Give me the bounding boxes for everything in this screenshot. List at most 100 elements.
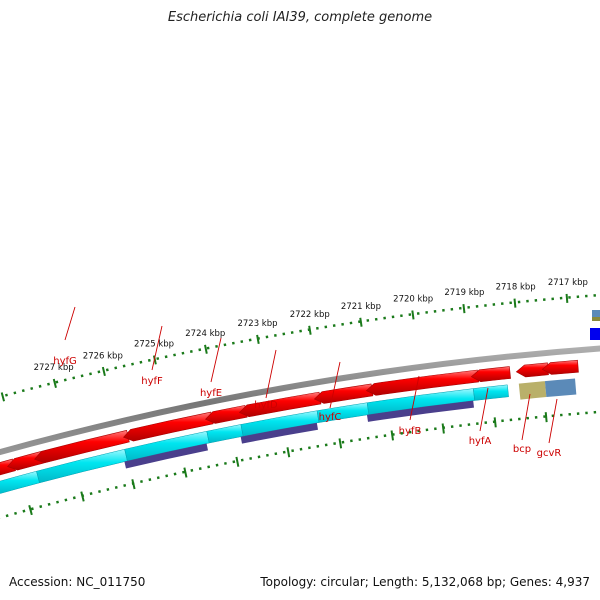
major-tick bbox=[204, 344, 208, 354]
kbp-label: 2724 kbp bbox=[185, 329, 225, 339]
minor-tick bbox=[190, 468, 194, 472]
gene-label: hyfC bbox=[319, 412, 342, 423]
minor-tick bbox=[156, 357, 160, 361]
gene-arrow bbox=[238, 391, 322, 418]
minor-tick bbox=[181, 351, 185, 355]
minor-tick bbox=[123, 483, 127, 487]
gene-arrow bbox=[204, 405, 248, 424]
gene-label: hyfD bbox=[254, 400, 278, 411]
feature-segment bbox=[124, 443, 208, 469]
gene-features bbox=[0, 310, 600, 494]
gene-label: hyfF bbox=[141, 376, 163, 387]
gene-leader-line bbox=[64, 306, 76, 341]
minor-tick bbox=[140, 480, 143, 484]
inner-tick-ring bbox=[0, 410, 597, 520]
gene-leader-line bbox=[548, 398, 558, 444]
minor-tick bbox=[4, 393, 8, 397]
minor-tick bbox=[165, 474, 169, 478]
edge-feature bbox=[590, 328, 600, 340]
kbp-label: 2726 kbp bbox=[83, 351, 123, 361]
minor-tick bbox=[14, 511, 18, 515]
kbp-label: 2719 kbp bbox=[444, 288, 484, 298]
kbp-label: 2723 kbp bbox=[237, 319, 277, 329]
major-tick bbox=[493, 417, 497, 428]
outer-tick-ring bbox=[0, 293, 596, 402]
minor-tick bbox=[207, 465, 211, 469]
minor-tick bbox=[72, 496, 76, 500]
minor-tick bbox=[13, 391, 17, 395]
minor-tick bbox=[47, 502, 51, 506]
gene-leader-line bbox=[479, 387, 489, 432]
cds-segment bbox=[473, 384, 509, 401]
gene-arrow bbox=[541, 359, 579, 375]
gene-arrow bbox=[34, 429, 130, 464]
minor-tick bbox=[105, 368, 109, 372]
minor-tick bbox=[122, 364, 126, 368]
major-tick bbox=[411, 310, 415, 320]
minor-tick bbox=[182, 470, 185, 474]
major-tick bbox=[513, 298, 517, 308]
cds-segment bbox=[206, 424, 244, 444]
gene-leader-line bbox=[409, 375, 420, 421]
kbp-label: 2718 kbp bbox=[496, 283, 536, 293]
gene-label: hyfB bbox=[399, 426, 422, 437]
minor-tick bbox=[164, 355, 168, 359]
minor-tick bbox=[21, 389, 25, 393]
minor-tick bbox=[56, 500, 59, 504]
gene-arrow bbox=[7, 451, 44, 471]
minor-tick bbox=[64, 498, 68, 502]
minor-tick bbox=[106, 487, 110, 491]
gene-leader-line bbox=[151, 325, 163, 371]
gene-arrow bbox=[515, 362, 549, 378]
major-tick bbox=[286, 447, 291, 458]
feature-segment bbox=[240, 422, 318, 444]
major-tick bbox=[0, 392, 6, 402]
minor-tick bbox=[89, 372, 92, 376]
minor-tick bbox=[89, 492, 93, 496]
minor-tick bbox=[97, 370, 101, 374]
gene-leader-line bbox=[210, 337, 222, 383]
minor-tick bbox=[173, 353, 176, 357]
minor-tick bbox=[47, 382, 50, 386]
edge-feature bbox=[592, 317, 600, 321]
accession-label: Accession: NC_011750 bbox=[9, 575, 146, 589]
major-tick bbox=[390, 430, 394, 441]
minor-tick bbox=[114, 366, 118, 370]
minor-tick bbox=[148, 478, 152, 482]
kbp-label: 2721 kbp bbox=[341, 302, 381, 312]
page-title: Escherichia coli IAI39, complete genome bbox=[167, 10, 433, 25]
minor-tick bbox=[63, 378, 67, 382]
cds-segment bbox=[0, 470, 40, 494]
gene-leader-line bbox=[521, 393, 531, 441]
kbp-label: 2722 kbp bbox=[290, 310, 330, 320]
kbp-label: 2720 kbp bbox=[393, 295, 433, 305]
gene-label: hyfE bbox=[200, 388, 222, 399]
kbp-label: 2727 kbp bbox=[34, 363, 74, 373]
minor-tick bbox=[198, 467, 202, 471]
minor-tick bbox=[22, 509, 26, 513]
gene-leader-line bbox=[265, 349, 277, 399]
feature-box bbox=[518, 381, 547, 400]
major-tick bbox=[152, 355, 157, 365]
gene-arrow bbox=[365, 369, 480, 396]
gene-arrow bbox=[470, 366, 511, 383]
minor-tick bbox=[189, 350, 193, 353]
major-tick bbox=[256, 334, 260, 344]
minor-tick bbox=[147, 358, 151, 362]
gene-label: hyfG bbox=[53, 356, 77, 367]
feature-segment bbox=[366, 400, 474, 422]
minor-tick bbox=[173, 472, 177, 476]
minor-tick bbox=[5, 514, 9, 518]
minor-tick bbox=[72, 376, 76, 380]
minor-tick bbox=[39, 505, 43, 509]
minor-tick bbox=[55, 380, 59, 384]
minor-tick bbox=[30, 507, 34, 511]
feature-box bbox=[544, 378, 577, 398]
gene-leader-line bbox=[329, 361, 341, 409]
gene-arrow bbox=[123, 411, 214, 442]
major-tick bbox=[441, 423, 445, 434]
major-tick bbox=[308, 325, 312, 335]
major-tick bbox=[80, 491, 85, 502]
genome-summary: Topology: circular; Length: 5,132,068 bp… bbox=[260, 575, 590, 589]
